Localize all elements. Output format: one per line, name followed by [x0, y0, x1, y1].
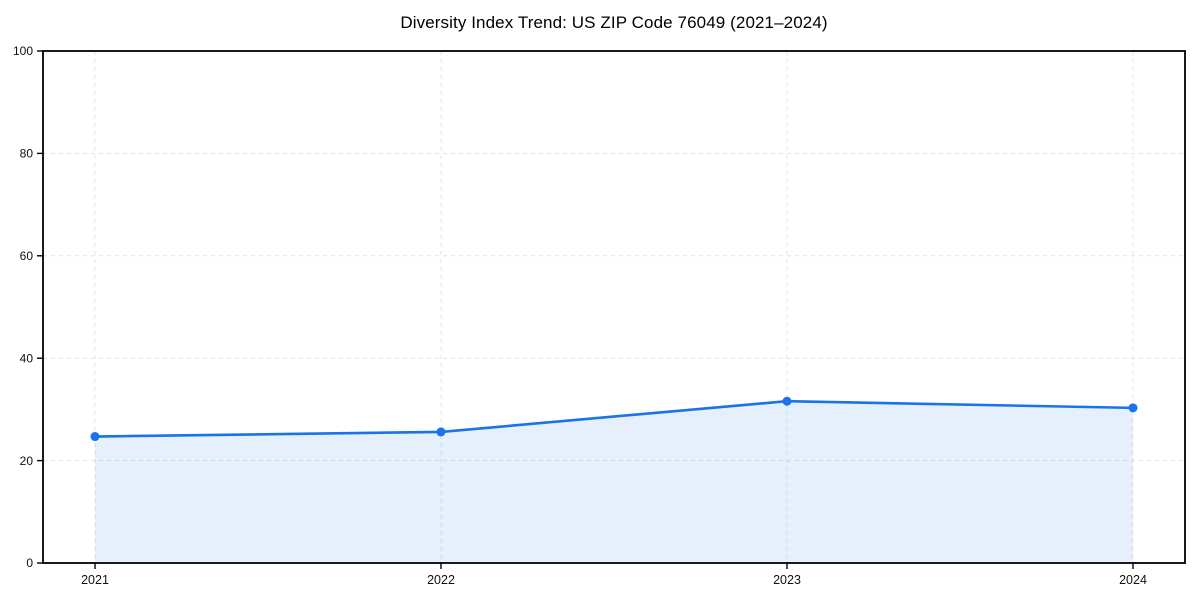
y-axis-tick-label: 60 — [20, 249, 34, 263]
data-point — [782, 396, 792, 406]
data-point — [436, 427, 446, 437]
chart-title: Diversity Index Trend: US ZIP Code 76049… — [400, 13, 828, 32]
plot-border — [42, 50, 1186, 564]
data-point — [1128, 403, 1138, 413]
x-axis-tick-label: 2024 — [1119, 573, 1147, 587]
y-axis-tick-label: 20 — [20, 454, 34, 468]
data-line — [93, 399, 1135, 438]
data-area — [95, 401, 1133, 563]
x-axis-tick-label: 2022 — [427, 573, 455, 587]
y-axis-tick-label: 100 — [13, 44, 33, 58]
x-axis-tick-label: 2021 — [81, 573, 109, 587]
x-axis-tick-label: 2023 — [773, 573, 801, 587]
y-axis-tick-label: 0 — [26, 556, 33, 570]
y-axis-tick-label: 80 — [20, 147, 34, 161]
data-point — [90, 432, 100, 442]
y-axis-tick-label: 40 — [20, 351, 34, 365]
